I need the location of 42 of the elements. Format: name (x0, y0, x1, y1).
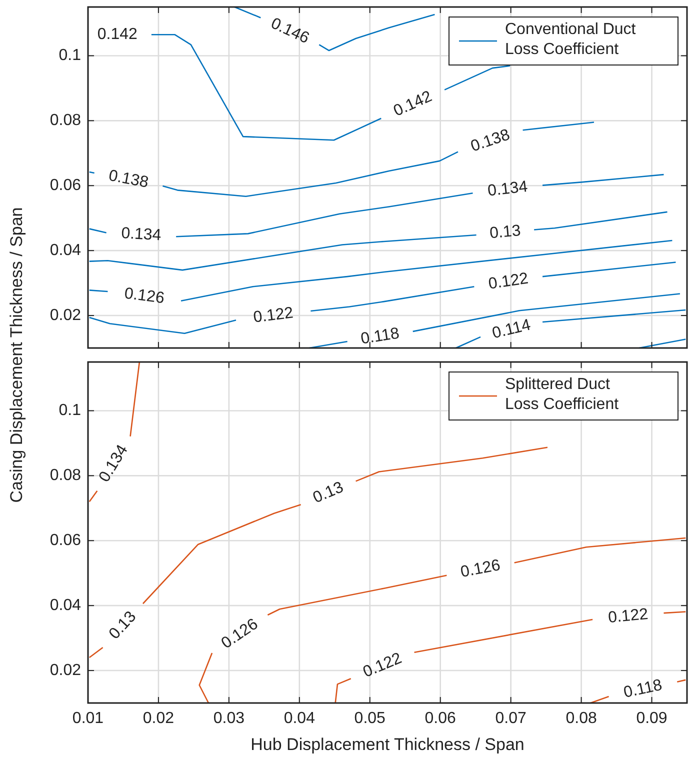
annotation: 0.134 (120, 225, 162, 244)
annotation: 0.114 (490, 316, 532, 342)
annotation: 0.122 (487, 270, 530, 293)
x-tick-label: 0.04 (284, 710, 316, 727)
y-tick-label: 0.1 (58, 402, 82, 420)
y-tick-label: 0.06 (50, 177, 82, 194)
y-tick-label: 0.08 (50, 112, 82, 130)
annotation: 0.118 (622, 676, 664, 702)
y-tick-label: 0.02 (50, 662, 82, 680)
y-tick-label: 0.06 (50, 532, 82, 550)
annotation: 0.138 (468, 126, 512, 156)
legend-label: Conventional Duct Loss Coefficient (505, 21, 636, 58)
annotation: 0.142 (97, 26, 138, 44)
annotation: 0.126 (459, 556, 502, 582)
annotation: 0.118 (360, 325, 401, 348)
y-tick-label: 0.1 (58, 47, 82, 64)
x-axis-title: Hub Displacement Thickness / Span (250, 735, 524, 754)
annotation: 0.13 (310, 478, 346, 507)
annotation: 0.122 (607, 606, 649, 627)
annotation: 0.138 (107, 167, 150, 192)
y-tick-label: 0.02 (50, 307, 82, 324)
x-tick-label: 0.07 (495, 710, 526, 727)
y-tick-label: 0.04 (50, 597, 82, 614)
annotation: 0.13 (488, 222, 522, 242)
annotation: 0.126 (123, 285, 166, 308)
annotation: 0.122 (360, 650, 404, 682)
annotation: 0.122 (252, 304, 294, 326)
x-tick-label: 0.08 (566, 710, 597, 727)
annotation: 0.134 (486, 178, 529, 200)
x-tick-label: 0.01 (72, 710, 104, 727)
y-tick-label: 0.04 (50, 242, 82, 260)
x-tick-label: 0.02 (142, 710, 174, 727)
legend-label: Splittered Duct Loss Coefficient (505, 376, 620, 413)
annotation: 0.146 (268, 15, 312, 48)
x-tick-label: 0.05 (354, 710, 386, 727)
x-tick-label: 0.03 (213, 710, 245, 727)
y-axis-title: Casing Displacement Thickness / Span (7, 207, 26, 503)
x-tick-label: 0.06 (424, 710, 456, 727)
annotation: 0.142 (391, 88, 435, 120)
y-tick-label: 0.08 (50, 467, 82, 484)
x-tick-label: 0.09 (636, 710, 668, 727)
annotation: 0.13 (106, 608, 140, 643)
